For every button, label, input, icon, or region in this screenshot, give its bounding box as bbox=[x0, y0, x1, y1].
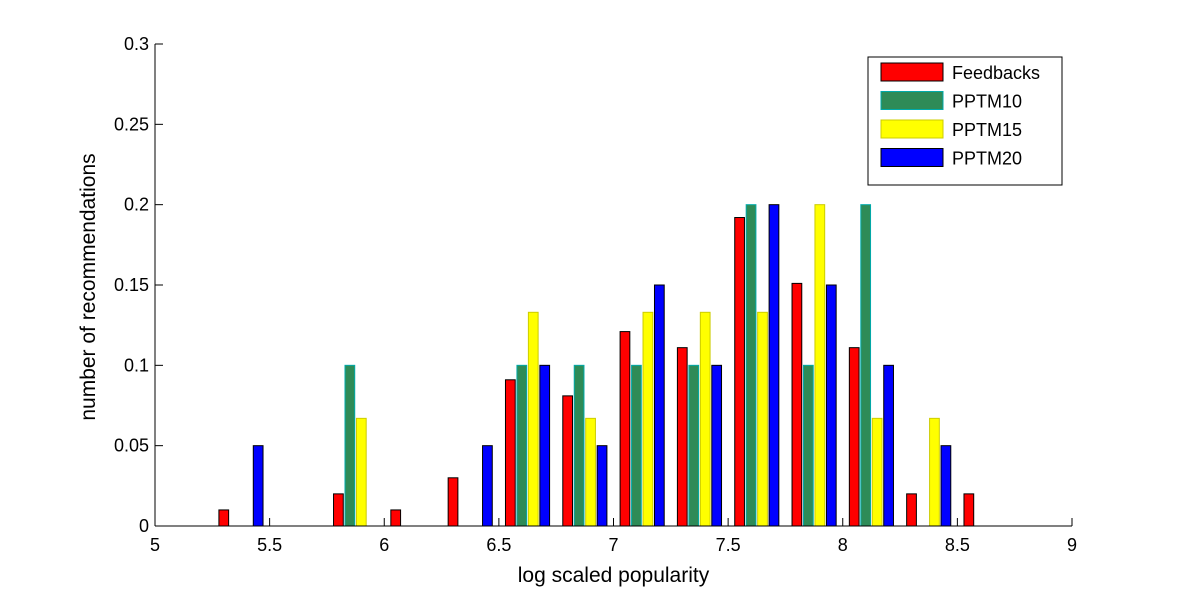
bar-feedbacks-14 bbox=[963, 493, 975, 527]
bar-feedbacks-4 bbox=[390, 509, 402, 527]
bar-pptm15-7 bbox=[585, 417, 596, 527]
y-tick-label-2: 0.1 bbox=[124, 355, 149, 375]
legend-swatch-pptm10 bbox=[880, 91, 944, 110]
bar-feedbacks-9 bbox=[676, 347, 688, 527]
x-tick-label-7: 8.5 bbox=[945, 535, 970, 555]
bar-pptm20-7 bbox=[596, 445, 608, 527]
bar-pptm10-3 bbox=[344, 364, 356, 527]
bar-pptm20-12 bbox=[883, 364, 894, 527]
legend-label-feedbacks: Feedbacks bbox=[952, 63, 1040, 83]
bar-pptm15-3 bbox=[355, 417, 367, 527]
y-tick-label-3: 0.15 bbox=[114, 275, 149, 295]
bar-pptm15-12 bbox=[871, 417, 883, 527]
bar-feedbacks-10 bbox=[734, 217, 745, 527]
x-tick-label-5: 7.5 bbox=[716, 535, 741, 555]
bar-pptm15-6 bbox=[527, 311, 539, 527]
legend-swatch-pptm20 bbox=[880, 148, 944, 167]
y-tick-label-6: 0.3 bbox=[124, 34, 149, 54]
bar-feedbacks-8 bbox=[619, 331, 631, 527]
bar-pptm20-10 bbox=[768, 204, 780, 527]
bar-pptm20-5 bbox=[482, 445, 493, 527]
legend-label-pptm10: PPTM10 bbox=[952, 92, 1022, 112]
legend-swatch-pptm15 bbox=[880, 119, 944, 139]
y-axis-label: number of recommendations bbox=[77, 153, 100, 420]
legend-swatch-feedbacks bbox=[880, 62, 944, 82]
bar-feedbacks-1 bbox=[218, 509, 230, 527]
bar-feedbacks-12 bbox=[848, 347, 860, 527]
x-axis-label: log scaled popularity bbox=[518, 564, 710, 587]
bar-pptm15-9 bbox=[699, 311, 711, 527]
bar-pptm20-8 bbox=[653, 284, 665, 527]
bar-feedbacks-13 bbox=[906, 493, 917, 527]
bar-pptm10-8 bbox=[631, 364, 642, 527]
x-tick-label-3: 6.5 bbox=[486, 535, 511, 555]
bar-pptm15-10 bbox=[757, 311, 768, 527]
x-tick-label-1: 5.5 bbox=[257, 535, 282, 555]
bar-feedbacks-6 bbox=[504, 379, 516, 527]
x-tick-label-0: 5 bbox=[150, 535, 160, 555]
bar-pptm20-6 bbox=[539, 364, 551, 527]
bars-group bbox=[218, 204, 975, 527]
bar-feedbacks-7 bbox=[562, 395, 574, 527]
bar-pptm10-7 bbox=[573, 364, 585, 527]
bar-pptm15-11 bbox=[814, 204, 826, 527]
y-tick-label-1: 0.05 bbox=[114, 436, 149, 456]
axes-group: 5 5.5 6 6.5 7 7.5 8 8.5 9 0 0.05 0.1 0.15 0.2 0.25 0.3 bbox=[114, 34, 1077, 555]
bar-feedbacks-3 bbox=[333, 493, 344, 527]
bar-pptm10-12 bbox=[860, 204, 872, 527]
x-tick-label-8: 9 bbox=[1067, 535, 1077, 555]
bar-pptm20-13 bbox=[940, 445, 952, 527]
y-tick-label-5: 0.25 bbox=[114, 114, 149, 134]
bar-feedbacks-11 bbox=[791, 282, 803, 527]
bar-pptm20-9 bbox=[711, 364, 723, 527]
bar-pptm15-8 bbox=[642, 311, 654, 527]
bar-pptm10-10 bbox=[745, 204, 757, 527]
bar-pptm10-9 bbox=[688, 364, 700, 527]
bar-pptm10-6 bbox=[516, 364, 528, 527]
legend-label-pptm15: PPTM15 bbox=[952, 120, 1022, 140]
legend: Feedbacks PPTM10 PPTM15 PPTM20 bbox=[867, 56, 1063, 186]
y-tick-label-4: 0.2 bbox=[124, 195, 149, 215]
x-tick-label-4: 7 bbox=[608, 535, 618, 555]
bar-pptm15-13 bbox=[929, 417, 940, 527]
legend-label-pptm20: PPTM20 bbox=[952, 149, 1022, 169]
bar-pptm10-11 bbox=[802, 364, 814, 527]
bar-feedbacks-5 bbox=[447, 477, 459, 527]
bar-pptm20-1 bbox=[252, 445, 264, 527]
x-tick-label-6: 8 bbox=[838, 535, 848, 555]
bar-pptm20-11 bbox=[825, 284, 837, 527]
x-tick-label-2: 6 bbox=[379, 535, 389, 555]
y-tick-label-0: 0 bbox=[139, 516, 149, 536]
